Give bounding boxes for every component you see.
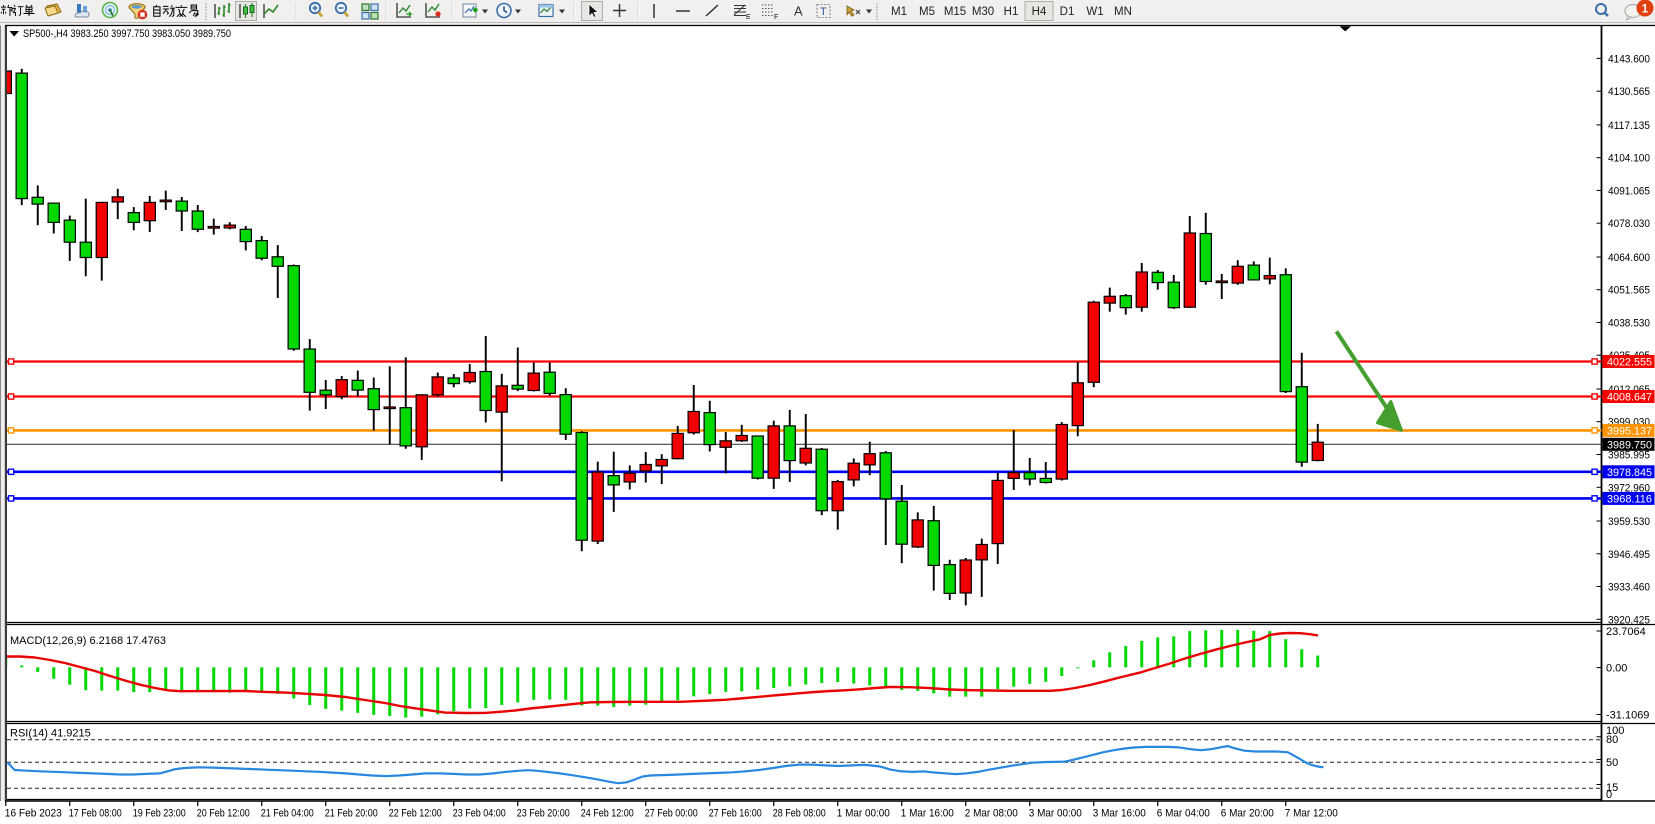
svg-text:23 Feb 04:00: 23 Feb 04:00 — [453, 808, 506, 820]
svg-text:21 Feb 20:00: 21 Feb 20:00 — [325, 808, 378, 820]
svg-text:22 Feb 12:00: 22 Feb 12:00 — [389, 808, 442, 820]
svg-text:4117.135: 4117.135 — [1608, 120, 1650, 132]
svg-text:24 Feb 12:00: 24 Feb 12:00 — [581, 808, 634, 820]
svg-text:T: T — [820, 6, 827, 18]
svg-text:4078.030: 4078.030 — [1608, 218, 1650, 230]
svg-text:H1: H1 — [1004, 6, 1019, 18]
svg-text:3 Mar 00:00: 3 Mar 00:00 — [1029, 808, 1082, 820]
svg-text:3 Mar 16:00: 3 Mar 16:00 — [1093, 808, 1146, 820]
svg-text:17 Feb 08:00: 17 Feb 08:00 — [69, 808, 122, 820]
svg-text:MN: MN — [1114, 6, 1132, 18]
svg-text:4143.600: 4143.600 — [1608, 53, 1650, 65]
svg-text:100: 100 — [1606, 725, 1624, 737]
svg-text:3933.460: 3933.460 — [1608, 582, 1650, 594]
svg-text:MACD(12,26,9) 6.2168 17.4763: MACD(12,26,9) 6.2168 17.4763 — [10, 635, 166, 647]
svg-text:4104.100: 4104.100 — [1608, 153, 1650, 165]
svg-text:SP500-,H4 3983.250 3997.750 3: SP500-,H4 3983.250 3997.750 3983.050 398… — [23, 28, 231, 40]
svg-text:E: E — [746, 14, 751, 21]
svg-text:0: 0 — [1606, 789, 1612, 801]
svg-text:3968.116: 3968.116 — [1607, 493, 1652, 505]
svg-text:4064.600: 4064.600 — [1608, 252, 1650, 264]
svg-text:19 Feb 23:00: 19 Feb 23:00 — [133, 808, 186, 820]
svg-text:W1: W1 — [1086, 6, 1103, 18]
svg-text:3978.845: 3978.845 — [1607, 467, 1652, 479]
svg-text:4022.555: 4022.555 — [1607, 357, 1652, 369]
svg-text:A: A — [794, 4, 803, 19]
svg-text:7 Mar 12:00: 7 Mar 12:00 — [1285, 808, 1338, 820]
svg-text:4038.530: 4038.530 — [1608, 318, 1650, 330]
svg-text:4051.565: 4051.565 — [1608, 285, 1650, 297]
svg-text:28 Feb 08:00: 28 Feb 08:00 — [773, 808, 826, 820]
svg-text:1 Mar 16:00: 1 Mar 16:00 — [901, 808, 954, 820]
svg-text:50: 50 — [1606, 757, 1618, 769]
svg-text:RSI(14) 41.9215: RSI(14) 41.9215 — [10, 728, 91, 740]
svg-text:H4: H4 — [1032, 6, 1047, 18]
svg-text:2 Mar 08:00: 2 Mar 08:00 — [965, 808, 1018, 820]
svg-text:3959.530: 3959.530 — [1608, 516, 1650, 528]
svg-text:6 Mar 04:00: 6 Mar 04:00 — [1157, 808, 1210, 820]
svg-text:80: 80 — [1606, 734, 1618, 746]
svg-text:0.00: 0.00 — [1606, 663, 1627, 675]
svg-text:27 Feb 00:00: 27 Feb 00:00 — [645, 808, 698, 820]
svg-text:27 Feb 16:00: 27 Feb 16:00 — [709, 808, 762, 820]
svg-text:M1: M1 — [891, 6, 907, 18]
svg-text:23 Feb 20:00: 23 Feb 20:00 — [517, 808, 570, 820]
svg-text:6 Mar 20:00: 6 Mar 20:00 — [1221, 808, 1274, 820]
svg-text:D1: D1 — [1060, 6, 1075, 18]
svg-text:15: 15 — [1606, 782, 1618, 794]
svg-text:M30: M30 — [972, 6, 994, 18]
svg-text:21 Feb 04:00: 21 Feb 04:00 — [261, 808, 314, 820]
svg-text:3920.425: 3920.425 — [1608, 614, 1650, 626]
svg-text:1: 1 — [1642, 4, 1649, 16]
svg-text:4130.565: 4130.565 — [1608, 86, 1650, 98]
svg-text:3972.960: 3972.960 — [1608, 482, 1650, 494]
svg-text:3985.995: 3985.995 — [1608, 450, 1650, 462]
svg-text:M15: M15 — [944, 6, 966, 18]
svg-text:3995.137: 3995.137 — [1607, 425, 1652, 437]
svg-text:F: F — [774, 14, 778, 21]
svg-text:M5: M5 — [919, 6, 935, 18]
svg-text:23.7064: 23.7064 — [1606, 626, 1646, 638]
svg-text:3989.750: 3989.750 — [1607, 439, 1652, 451]
svg-text:16 Feb 2023: 16 Feb 2023 — [5, 808, 62, 820]
svg-text:4091.065: 4091.065 — [1608, 185, 1650, 197]
svg-text:4008.647: 4008.647 — [1607, 392, 1652, 404]
svg-text:20 Feb 12:00: 20 Feb 12:00 — [197, 808, 250, 820]
svg-text:1 Mar 00:00: 1 Mar 00:00 — [837, 808, 890, 820]
svg-text:3946.495: 3946.495 — [1608, 549, 1650, 561]
svg-text:-31.1069: -31.1069 — [1606, 710, 1649, 722]
